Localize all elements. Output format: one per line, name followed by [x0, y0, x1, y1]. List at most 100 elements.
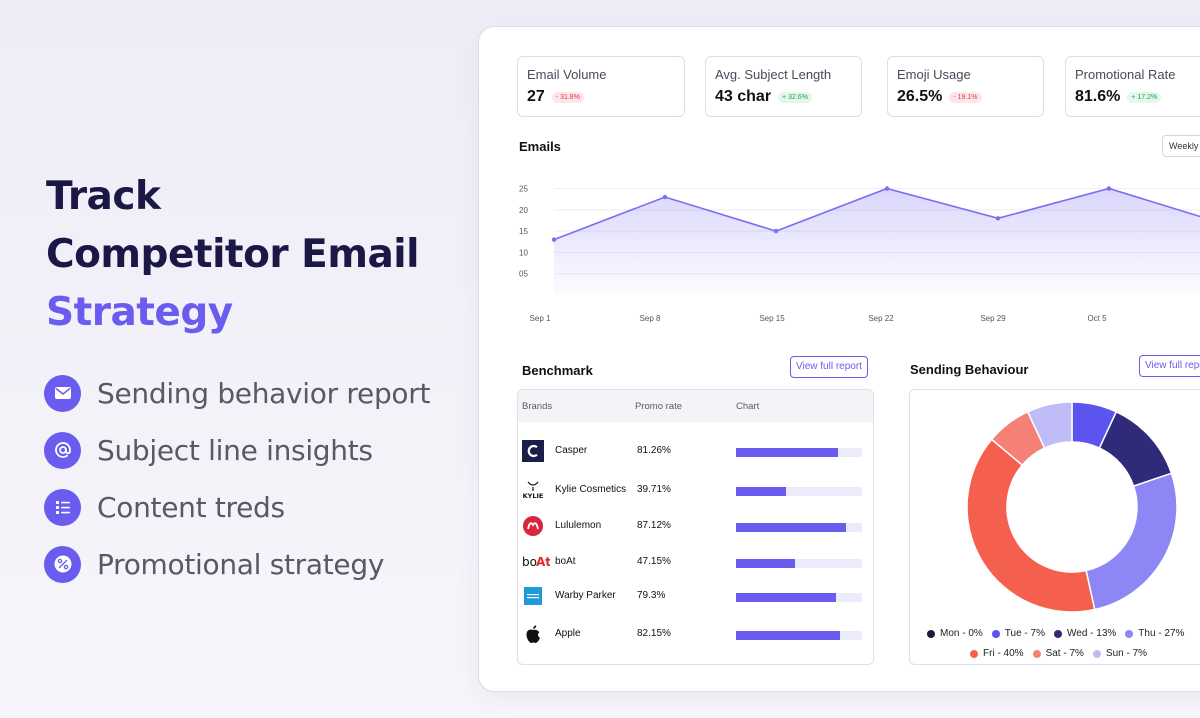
at-icon [44, 431, 81, 469]
sending-view-report-button[interactable]: View full report [1139, 355, 1200, 377]
donut-slice[interactable] [966, 438, 1096, 613]
table-row[interactable]: Lululemon 87.12% [518, 509, 873, 543]
promo-bar [736, 631, 840, 640]
x-tick-label: Sep 22 [868, 314, 894, 323]
kpi-card-email-volume[interactable]: Email Volume 27 - 31.8% [517, 56, 685, 117]
kpi-value: 43 char [715, 88, 772, 105]
promo-bar-track [736, 593, 862, 602]
legend-swatch [1125, 629, 1134, 638]
legend-swatch [927, 629, 935, 638]
dashboard-card: Email Volume 27 - 31.8% Avg. Subject Len… [478, 26, 1200, 692]
table-row[interactable]: Casper 81.26% [518, 434, 873, 468]
list-icon [44, 488, 81, 526]
kpi-delta-badge: + 17.2% [1127, 91, 1162, 103]
kpi-delta-badge: - 31.8% [551, 91, 584, 103]
sending-donut-chart [966, 401, 1178, 613]
legend-label: Sun - 7% [1105, 648, 1148, 659]
svg-text:At: At [536, 555, 550, 569]
benchmark-title: Benchmark [522, 363, 593, 378]
feature-label: Sending behavior report [97, 376, 431, 410]
promo-bar-track [736, 559, 862, 568]
table-header: Brands Promo rate Chart [518, 390, 873, 422]
data-point[interactable] [884, 186, 890, 191]
legend-swatch [1092, 649, 1101, 658]
promo-bar-track [736, 631, 862, 640]
legend-swatch [1054, 629, 1062, 638]
promo-rate: 47.15% [637, 556, 671, 567]
legend-label: Fri - 40% [983, 648, 1024, 659]
promo-bar [736, 559, 796, 568]
donut-legend-row-1: Mon - 0% Tue - 7% Wed - 13% Thu - 27% [927, 628, 1193, 639]
legend-label: Sat - 7% [1045, 648, 1084, 659]
benchmark-table: Brands Promo rate Chart Casper 81.26% KY… [517, 389, 874, 665]
emails-chart: 25 20 15 10 05 Sep 1 Sep 8 Sep 15 Sep 22 Sep 29 O… [479, 167, 1200, 327]
promo-bar [736, 523, 846, 532]
emails-chart-title: Emails [519, 139, 561, 154]
period-select[interactable]: Weekly [1162, 135, 1200, 157]
promo-bar [736, 448, 839, 457]
legend-swatch [991, 629, 1000, 638]
data-point[interactable] [1106, 186, 1112, 191]
legend-item: Fri - 40% [970, 648, 1024, 659]
kpi-title: Promotional Rate [1075, 67, 1176, 82]
brand-name: Kylie Cosmetics [555, 484, 627, 495]
donut-slice[interactable] [1085, 472, 1178, 611]
brand-name: Casper [555, 445, 588, 456]
legend-item: Sun - 7% [1092, 648, 1148, 659]
feature-label: Content treds [97, 490, 285, 524]
x-tick-label: Sep 29 [980, 314, 1006, 323]
brand-name: boAt [555, 556, 576, 567]
column-header-chart[interactable]: Chart [736, 400, 760, 412]
percent-icon [44, 545, 81, 583]
x-tick-label: Sep 8 [640, 314, 661, 323]
y-tick-label: 25 [519, 185, 528, 194]
kylie-logo: KYLIE [522, 479, 544, 501]
svg-text:KYLIE: KYLIE [523, 492, 544, 500]
benchmark-view-report-button[interactable]: View full report [790, 356, 868, 378]
y-tick-label: 15 [519, 227, 528, 236]
legend-label: Mon - 0% [940, 628, 983, 639]
promo-rate: 39.71% [637, 484, 671, 495]
table-row[interactable]: Warby Parker 79.3% [518, 579, 873, 613]
promo-bar [736, 593, 836, 602]
x-tick-label: Oct 5 [1087, 314, 1107, 323]
legend-item: Wed - 13% [1054, 628, 1116, 639]
casper-logo [522, 440, 544, 462]
kpi-title: Emoji Usage [897, 67, 971, 82]
promo-bar [736, 487, 787, 496]
data-point[interactable] [662, 194, 668, 200]
promo-rate: 82.15% [637, 628, 671, 639]
brand-name: Apple [555, 628, 581, 639]
data-point[interactable] [773, 228, 779, 234]
column-header-brands[interactable]: Brands [522, 400, 553, 412]
area-fill [554, 188, 1200, 295]
table-row[interactable]: KYLIE Kylie Cosmetics 39.71% [518, 473, 873, 507]
apple-logo [522, 623, 544, 645]
donut-legend-row-2: Fri - 40% Sat - 7% Sun - 7% [970, 648, 1156, 659]
kpi-card-emoji-usage[interactable]: Emoji Usage 26.5% - 19.1% [887, 56, 1044, 117]
warby-parker-logo [522, 585, 544, 607]
kpi-value: 81.6% [1075, 88, 1121, 105]
kpi-card-promotional-rate[interactable]: Promotional Rate 81.6% + 17.2% [1065, 56, 1200, 117]
promo-rate: 79.3% [637, 590, 666, 601]
table-row[interactable]: Apple 82.15% [518, 617, 873, 651]
x-tick-label: Sep 15 [759, 314, 785, 323]
donut-slice[interactable] [1026, 401, 1073, 450]
hero: Track Competitor Email Strategy [46, 168, 466, 342]
table-row[interactable]: bo At boAt 47.15% [518, 545, 873, 579]
kpi-card-subject-length[interactable]: Avg. Subject Length 43 char + 32.6% [705, 56, 862, 117]
legend-label: Tue - 7% [1004, 628, 1045, 639]
legend-item: Sat - 7% [1032, 648, 1084, 659]
data-point[interactable] [551, 237, 557, 242]
kpi-title: Email Volume [527, 67, 607, 82]
feature-item: Content treds [44, 488, 430, 526]
sending-donut-card: Mon - 0% Tue - 7% Wed - 13% Thu - 27% Fr… [909, 389, 1200, 665]
data-point[interactable] [995, 216, 1001, 221]
kpi-title: Avg. Subject Length [715, 67, 832, 82]
promo-bar-track [736, 448, 862, 457]
hero-line-2: Competitor Email [46, 232, 420, 277]
column-header-promo-rate[interactable]: Promo rate [635, 400, 682, 412]
feature-label: Promotional strategy [97, 547, 385, 581]
feature-item: Promotional strategy [44, 545, 430, 583]
x-tick-label: Sep 1 [530, 314, 551, 323]
